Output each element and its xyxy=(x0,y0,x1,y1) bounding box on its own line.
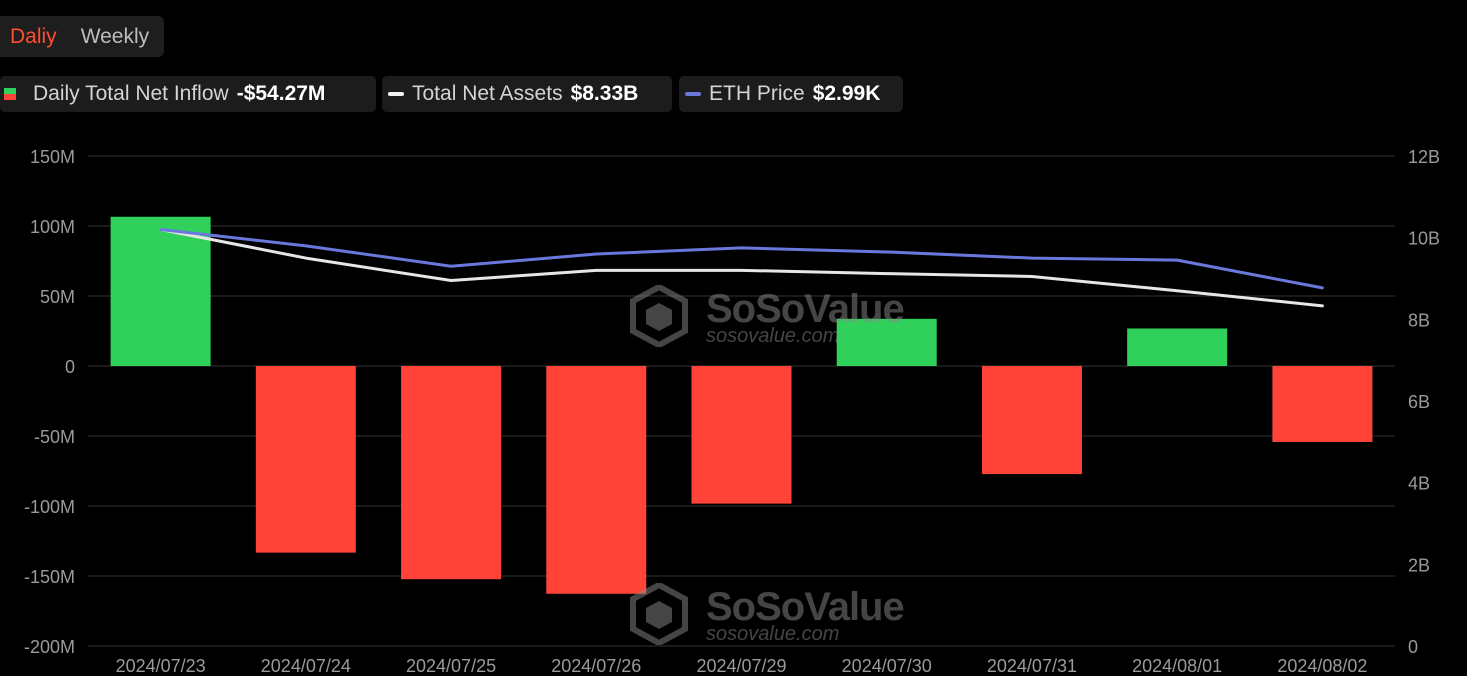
legend-assets-value: $8.33B xyxy=(570,82,639,105)
legend-item-inflow[interactable]: Daily Total Net Inflow -$54.27M xyxy=(0,76,376,112)
left-axis-tick-label: -200M xyxy=(24,637,75,657)
left-axis-tick-label: 50M xyxy=(40,287,75,307)
x-axis-tick-label: 2024/07/24 xyxy=(261,656,351,676)
right-axis-tick-label: 4B xyxy=(1408,474,1430,494)
legend-eth-label: ETH Price xyxy=(709,82,805,105)
inflow-bar xyxy=(1127,328,1228,366)
legend-item-eth[interactable]: ETH Price $2.99K xyxy=(679,76,903,112)
legend-item-assets[interactable]: Total Net Assets $8.33B xyxy=(382,76,672,112)
right-axis-tick-label: 10B xyxy=(1408,229,1440,249)
x-axis-tick-label: 2024/07/25 xyxy=(406,656,496,676)
inflow-bar xyxy=(836,318,937,366)
left-axis-tick-label: -50M xyxy=(34,427,75,447)
assets-line-swatch-icon xyxy=(388,92,404,96)
left-axis-tick-label: 150M xyxy=(30,147,75,167)
x-axis-tick-label: 2024/07/30 xyxy=(842,656,932,676)
inflow-swatch-icon xyxy=(4,88,16,100)
eth-price-line xyxy=(159,228,1324,290)
total-net-assets-line xyxy=(159,228,1324,308)
x-axis-tick-label: 2024/08/01 xyxy=(1132,656,1222,676)
inflow-bar xyxy=(691,366,792,504)
eth-line-swatch-icon xyxy=(685,92,701,96)
inflow-bar xyxy=(981,366,1082,475)
tab-daily[interactable]: Daliy xyxy=(10,24,57,48)
tab-weekly[interactable]: Weekly xyxy=(80,24,150,48)
right-axis-tick-label: 0 xyxy=(1408,637,1418,657)
left-axis-tick-label: -150M xyxy=(24,567,75,587)
inflow-bar xyxy=(546,366,647,594)
timeframe-tabs: Daliy Weekly xyxy=(0,16,164,57)
inflow-bar xyxy=(255,366,356,553)
legend-eth-value: $2.99K xyxy=(812,82,881,105)
left-axis-tick-label: -100M xyxy=(24,497,75,517)
right-axis-tick-label: 12B xyxy=(1408,147,1440,167)
inflow-bar xyxy=(110,216,211,366)
x-axis-tick-label: 2024/07/29 xyxy=(696,656,786,676)
inflow-bar xyxy=(1272,366,1373,442)
x-axis-tick-label: 2024/08/02 xyxy=(1277,656,1367,676)
inflow-bar xyxy=(401,366,502,580)
x-axis-tick-label: 2024/07/31 xyxy=(987,656,1077,676)
right-axis-tick-label: 2B xyxy=(1408,555,1430,575)
legend-inflow-label: Daily Total Net Inflow xyxy=(33,82,229,105)
legend-inflow-value: -$54.27M xyxy=(236,82,326,105)
x-axis-tick-label: 2024/07/26 xyxy=(551,656,641,676)
right-axis-tick-label: 6B xyxy=(1408,392,1430,412)
left-axis-tick-label: 100M xyxy=(30,217,75,237)
right-axis-tick-label: 8B xyxy=(1408,310,1430,330)
legend-assets-label: Total Net Assets xyxy=(412,82,563,105)
left-axis-tick-label: 0 xyxy=(65,357,75,377)
x-axis-tick-label: 2024/07/23 xyxy=(116,656,206,676)
